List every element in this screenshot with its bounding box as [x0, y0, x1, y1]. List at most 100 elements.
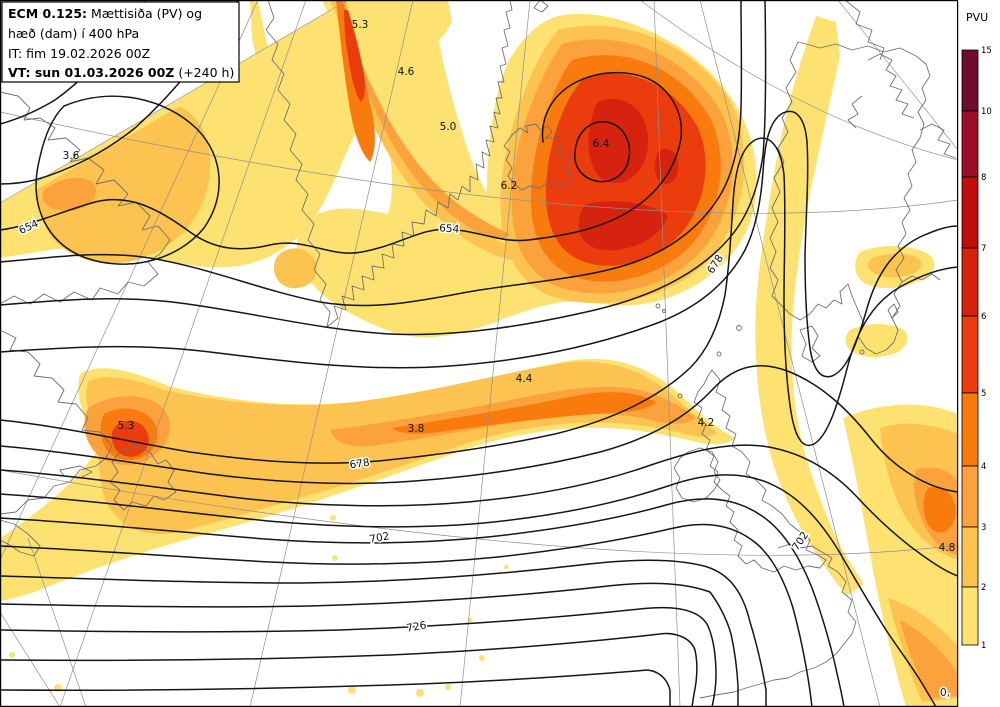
coastline-necorner: [844, 0, 885, 61]
coastline-fjord: [847, 95, 863, 129]
pv-value-label: 5.3: [118, 420, 135, 432]
coastline-bornholm: [859, 349, 865, 355]
height-contour-label: 726: [406, 619, 428, 634]
meridian-line: [653, 0, 681, 707]
coastline-baffin: [0, 91, 171, 305]
coastline-greenland: [265, 0, 513, 328]
pv-region: [344, 10, 365, 102]
height-contour-702: [0, 498, 845, 707]
meridian-line: [27, 537, 87, 707]
height-contours: [0, 0, 958, 707]
height-contour-label: 678: [349, 457, 371, 472]
colorbar-tick-label: 6: [981, 312, 986, 322]
pv-value-label: 5.3: [352, 19, 369, 31]
pv-region: [274, 248, 318, 289]
pv-shading: [0, 0, 958, 707]
coastline-iceland: [503, 123, 573, 191]
coastline-faroe: [655, 303, 661, 309]
pv-value-label: 3.8: [408, 423, 425, 435]
colorbar-segment: [961, 49, 979, 112]
coastline-denmark: [799, 325, 821, 363]
coastline-france-iberia: [699, 543, 857, 699]
pv-value-label: 4.4: [516, 373, 533, 385]
pv-colorbar: PVU 15 10 8 7 6 5 4 3 2 1: [961, 11, 992, 651]
colorbar-tick-label: 3: [981, 523, 986, 533]
colorbar-tick-label: 10: [981, 107, 992, 117]
colorbar-tick-label: 1: [981, 641, 986, 651]
pv-speckle: [9, 652, 15, 658]
pv-value-label: 4.2: [698, 417, 715, 429]
map-border: [0, 0, 959, 707]
forecast-step: (+240 h): [174, 65, 234, 80]
pv-value-label: 4.8: [939, 542, 956, 554]
colorbar-tick-label: 2: [981, 583, 986, 593]
pv-region: [250, 0, 318, 185]
pv-region: [845, 324, 908, 358]
colorbar-segment: [961, 247, 979, 317]
coastline-ireland: [673, 447, 721, 503]
pv-region: [867, 253, 922, 278]
pv-region: [330, 0, 534, 261]
pv-region: [900, 620, 958, 698]
pv-value-label: 6.4: [593, 138, 610, 150]
height-contour-654: [0, 71, 683, 254]
height-contour-label: 654: [439, 222, 460, 235]
colorbar-segment: [961, 176, 979, 249]
parallel-line: [0, 469, 958, 556]
pv-speckle: [445, 684, 451, 690]
height-contour-baffin-low: [35, 95, 220, 265]
height-contour-738: [0, 669, 671, 707]
height-contour-696: [0, 474, 937, 707]
pv-speckle: [332, 555, 338, 561]
field-name: Mættisiða (PV) og: [87, 6, 202, 21]
colorbar-segment: [961, 526, 979, 588]
colorbar-segment: [961, 110, 979, 178]
height-contour-714: [0, 559, 767, 707]
coastline-orkney: [716, 351, 722, 357]
coastlines: [0, 0, 957, 699]
colorbar-segment: [961, 315, 979, 394]
meridian-line: [0, 0, 259, 561]
title-box: ECM 0.125: Mættisiða (PV) og hæð (dam) í…: [1, 1, 240, 83]
meridian-line: [459, 0, 531, 707]
coastline-scandinavia: [769, 41, 931, 355]
height-contour-648-low: [574, 121, 631, 183]
height-contour-708: [0, 523, 813, 707]
coastline-whitesea: [919, 123, 957, 159]
parallel-line: [0, 111, 958, 214]
coastline-britain: [693, 369, 827, 573]
colorbar-segments: 15 10 8 7 6 5 4 3 2 1: [961, 46, 992, 651]
meridian-line: [249, 0, 414, 707]
pv-speckle: [330, 515, 336, 521]
domain-edge-line: [0, 0, 349, 204]
height-contour-678: [0, 137, 958, 464]
height-contour-726: [0, 606, 717, 707]
pv-value-label: 6.2: [501, 180, 518, 192]
coastline-hebrides: [677, 393, 683, 399]
valid-time-bold: VT: sun 01.03.2026 00Z: [8, 65, 174, 80]
height-contour-label: 702: [369, 530, 391, 545]
valid-time: VT: sun 01.03.2026 00Z (+240 h): [8, 65, 234, 80]
colorbar-segment: [961, 586, 979, 646]
colorbar-title: PVU: [966, 11, 988, 24]
pv-speckle: [479, 655, 485, 661]
coastline-kola: [867, 53, 915, 119]
model-name: ECM 0.125:: [8, 6, 87, 21]
height-contour-690: [0, 444, 958, 577]
coastline-baltic: [901, 273, 941, 283]
pv-region: [42, 177, 97, 211]
pv-speckle: [503, 564, 509, 570]
graticule: [0, 0, 958, 707]
coastline-shetland: [736, 325, 742, 331]
coastline-topcenter: [533, 0, 549, 13]
title-line-1: ECM 0.125: Mættisiða (PV) og: [8, 6, 202, 21]
height-contour-666: [0, 0, 767, 336]
init-time: IT: fim 19.02.2026 00Z: [8, 46, 150, 61]
pv-value-label: 3.6: [63, 150, 80, 162]
colorbar-tick-label: 8: [981, 173, 986, 183]
pv-speckle: [416, 689, 424, 697]
pv-region: [578, 201, 668, 251]
pv-region: [392, 392, 656, 434]
pv-region: [923, 486, 956, 533]
